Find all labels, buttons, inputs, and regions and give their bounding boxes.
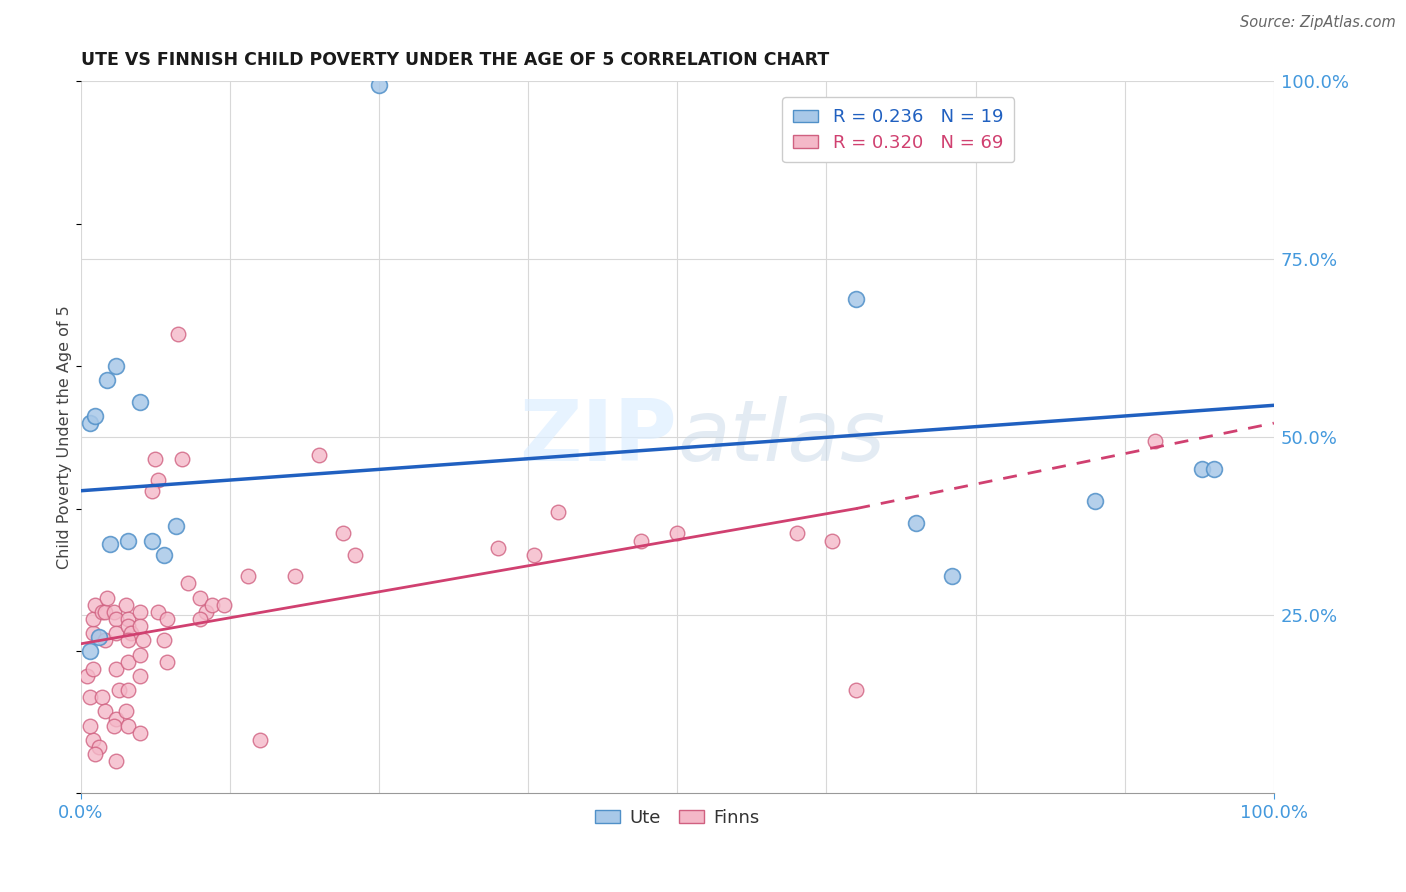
Point	[93, 705, 115, 719]
Point	[82, 733, 104, 747]
Point	[87, 630, 110, 644]
Point	[105, 626, 128, 640]
Point	[79, 644, 101, 658]
Point	[117, 612, 139, 626]
Point	[79, 416, 101, 430]
Point	[170, 451, 193, 466]
Point	[129, 394, 152, 409]
Point	[630, 533, 652, 548]
Point	[103, 719, 125, 733]
Point	[82, 612, 104, 626]
Point	[177, 576, 200, 591]
Point	[904, 516, 927, 530]
Point	[115, 705, 138, 719]
Point	[148, 605, 170, 619]
Point	[141, 533, 163, 548]
Point	[91, 690, 114, 705]
Point	[1084, 494, 1107, 508]
Point	[845, 292, 868, 306]
Point	[79, 690, 101, 705]
Y-axis label: Child Poverty Under the Age of 5: Child Poverty Under the Age of 5	[58, 305, 72, 569]
Point	[105, 754, 128, 768]
Point	[129, 648, 152, 662]
Point	[96, 373, 118, 387]
Point	[201, 598, 224, 612]
Point	[117, 533, 139, 548]
Point	[129, 605, 152, 619]
Point	[129, 619, 152, 633]
Point	[103, 605, 125, 619]
Text: UTE VS FINNISH CHILD POVERTY UNDER THE AGE OF 5 CORRELATION CHART: UTE VS FINNISH CHILD POVERTY UNDER THE A…	[80, 51, 830, 69]
Point	[82, 662, 104, 676]
Text: ZIP: ZIP	[519, 396, 678, 479]
Point	[165, 519, 187, 533]
Point	[100, 537, 122, 551]
Point	[117, 719, 139, 733]
Point	[308, 448, 330, 462]
Point	[91, 605, 114, 619]
Point	[236, 569, 259, 583]
Point	[84, 598, 107, 612]
Legend: Ute, Finns: Ute, Finns	[588, 802, 766, 834]
Point	[188, 612, 211, 626]
Text: Source: ZipAtlas.com: Source: ZipAtlas.com	[1240, 15, 1396, 30]
Point	[547, 505, 569, 519]
Point	[523, 548, 546, 562]
Point	[155, 612, 177, 626]
Point	[131, 633, 153, 648]
Point	[93, 605, 115, 619]
Point	[117, 683, 139, 698]
Point	[486, 541, 509, 555]
Point	[117, 655, 139, 669]
Point	[84, 747, 107, 762]
Point	[117, 619, 139, 633]
Point	[155, 655, 177, 669]
Point	[105, 662, 128, 676]
Point	[332, 526, 354, 541]
Point	[153, 548, 176, 562]
Point	[666, 526, 689, 541]
Point	[194, 605, 217, 619]
Point	[84, 409, 107, 423]
Point	[1143, 434, 1166, 448]
Point	[368, 78, 391, 92]
Point	[93, 633, 115, 648]
Point	[284, 569, 307, 583]
Point	[141, 483, 163, 498]
Point	[153, 633, 176, 648]
Point	[941, 569, 963, 583]
Point	[76, 669, 98, 683]
Point	[821, 533, 844, 548]
Point	[105, 712, 128, 726]
Point	[115, 598, 138, 612]
Point	[96, 591, 118, 605]
Point	[105, 359, 128, 373]
Point	[82, 626, 104, 640]
Point	[79, 719, 101, 733]
Point	[1204, 462, 1226, 476]
Point	[148, 473, 170, 487]
Text: atlas: atlas	[678, 396, 886, 479]
Point	[167, 327, 190, 342]
Point	[188, 591, 211, 605]
Point	[786, 526, 808, 541]
Point	[143, 451, 166, 466]
Point	[1191, 462, 1213, 476]
Point	[108, 683, 131, 698]
Point	[120, 626, 142, 640]
Point	[129, 726, 152, 740]
Point	[117, 633, 139, 648]
Point	[249, 733, 271, 747]
Point	[845, 683, 868, 698]
Point	[105, 612, 128, 626]
Point	[87, 740, 110, 755]
Point	[129, 669, 152, 683]
Point	[212, 598, 235, 612]
Point	[344, 548, 367, 562]
